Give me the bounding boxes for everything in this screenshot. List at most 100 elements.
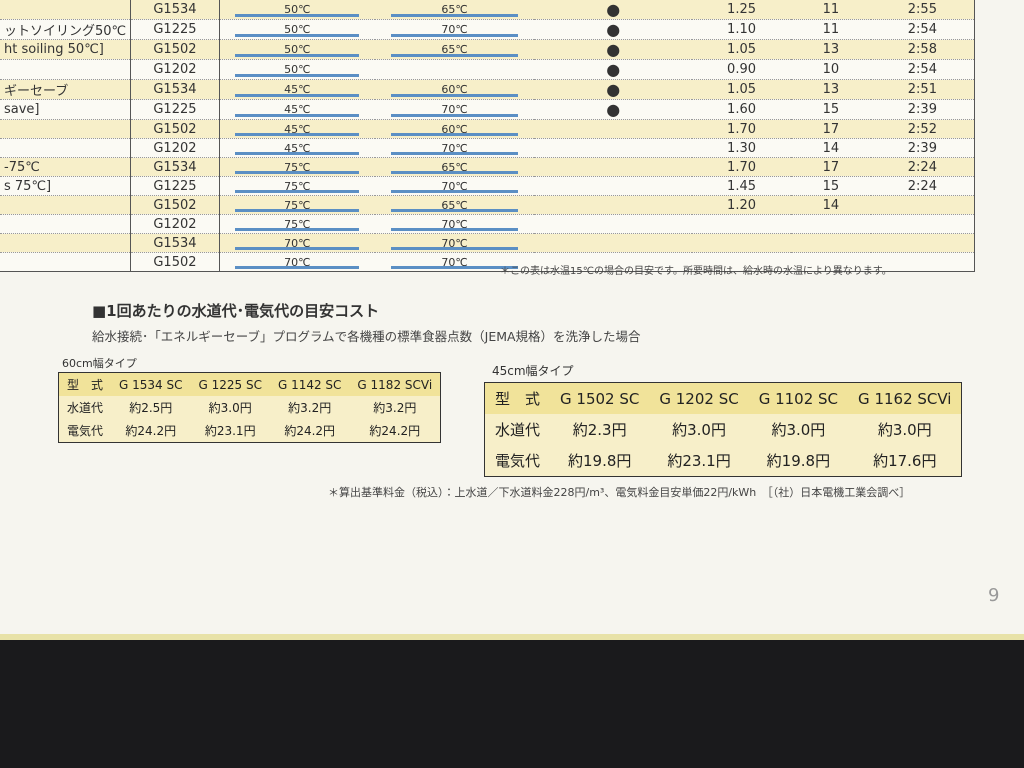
temp-bar	[235, 209, 360, 212]
table-row: G1202 50℃ ● 0.90 10 2:54	[0, 59, 975, 80]
cost-cell: G 1225 SC	[190, 372, 270, 396]
temp-bar	[390, 54, 519, 57]
temp-bar	[390, 171, 519, 174]
page: G1534 50℃ 65℃ ● 1.25 11 2:55 ットソイリング50℃ G1225 50℃…	[0, 0, 1024, 640]
cost-row: 電気代 約19.8円 約23.1円 約19.8円 約17.6円	[485, 445, 962, 477]
temp-label: 70℃	[441, 141, 468, 155]
count-cell: 14	[790, 138, 871, 158]
dot-cell: ●	[534, 79, 693, 100]
count-cell	[790, 233, 871, 253]
wash-cell: 45℃	[219, 138, 375, 158]
value-cell: 1.25	[692, 0, 791, 20]
temp-label: 75℃	[284, 217, 311, 231]
time-cell: 2:24	[870, 176, 975, 196]
dot-cell: ●	[534, 39, 693, 60]
model-cell: G1202	[130, 214, 220, 234]
temp-bar	[235, 34, 360, 37]
program-cell: s 75℃]	[0, 176, 131, 196]
rinse-cell: 65℃	[374, 157, 535, 177]
rinse-cell: 70℃	[374, 233, 535, 253]
program-cell	[0, 59, 131, 80]
time-cell	[870, 214, 975, 234]
cost-cell: 約3.0円	[672, 421, 726, 439]
temp-label: 60℃	[441, 122, 468, 136]
dot-cell	[534, 252, 693, 272]
time-cell	[870, 195, 975, 215]
dot-cell: ●	[534, 19, 693, 40]
time-cell: 2:54	[870, 19, 975, 40]
cost-cell: 約2.5円	[129, 401, 173, 415]
model-cell: G1534	[130, 79, 220, 100]
table-row: G1202 75℃ 70℃	[0, 214, 975, 234]
program-cell	[0, 138, 131, 158]
cost-cell: G 1182 SCVi	[349, 372, 441, 396]
rinse-cell: 70℃	[374, 214, 535, 234]
cost-cell: 約19.8円	[766, 452, 831, 470]
cost-cell: 約3.0円	[877, 421, 932, 439]
rinse-cell: 65℃	[374, 0, 535, 20]
table-row: G1534 70℃ 70℃	[0, 233, 975, 253]
temp-label: 45℃	[284, 122, 311, 136]
cost-cell: G 1142 SC	[269, 372, 350, 396]
model-cell: G1502	[130, 195, 220, 215]
wash-cell: 75℃	[219, 157, 375, 177]
model-cell: G1225	[130, 176, 220, 196]
program-cell	[0, 214, 131, 234]
temp-label: 65℃	[441, 3, 468, 16]
temp-bar	[390, 152, 519, 155]
temp-label: 65℃	[441, 198, 468, 212]
program-cell	[0, 233, 131, 253]
model-cell: G1225	[130, 19, 220, 40]
cost-cell: 約17.6円	[873, 452, 937, 470]
dot-cell	[534, 176, 693, 196]
count-cell: 10	[790, 59, 871, 80]
rinse-cell: 70℃	[374, 176, 535, 196]
temp-label: 70℃	[441, 179, 468, 193]
footnote: ＊この表は水温15℃の場合の目安です。所要時間は、給水時の水温により異なります。	[500, 266, 892, 277]
value-cell	[692, 214, 791, 234]
temp-bar	[235, 14, 360, 17]
count-cell: 11	[790, 19, 871, 40]
temp-bar	[235, 54, 360, 57]
temp-label: 65℃	[441, 160, 468, 174]
cost-cell: 約24.2円	[369, 424, 421, 438]
temp-bar	[235, 171, 360, 174]
table-row: ht soiling 50℃] G1502 50℃ 65℃ ● 1.05 13 2:58	[0, 39, 975, 60]
temp-label: 70℃	[441, 236, 468, 250]
table-row: save] G1225 45℃ 70℃ ● 1.60 15 2:39	[0, 99, 975, 120]
cost-cell: 電気代	[67, 424, 104, 438]
count-cell: 14	[790, 195, 871, 215]
temp-label: 70℃	[441, 103, 468, 116]
cost-cell: 水道代	[67, 401, 104, 415]
rinse-cell: 70℃	[374, 138, 535, 158]
value-cell: 0.90	[692, 59, 791, 80]
cost-cell: G 1102 SC	[748, 382, 849, 414]
time-cell: 2:39	[870, 99, 975, 120]
value-cell: 1.45	[692, 176, 791, 196]
rinse-cell: 70℃	[374, 19, 535, 40]
wash-cell: 50℃	[219, 39, 375, 60]
temp-bar	[390, 94, 519, 97]
temp-bar	[235, 228, 360, 231]
table-row: -75℃ G1534 75℃ 65℃ 1.70 17 2:24	[0, 157, 975, 177]
temp-label: 75℃	[284, 198, 311, 212]
table-row: G1502 70℃ 70℃	[0, 252, 975, 272]
cost-cell: 約3.0円	[771, 421, 826, 439]
time-cell: 2:55	[870, 0, 975, 20]
temp-label: 70℃	[284, 255, 311, 269]
time-cell: 2:52	[870, 119, 975, 139]
dot-cell: ●	[534, 99, 693, 120]
wash-cell: 50℃	[219, 0, 375, 20]
temp-label: 70℃	[441, 255, 468, 269]
model-cell: G1534	[130, 0, 220, 20]
cost-cell: 電気代	[495, 452, 541, 470]
cost-cell: 約3.2円	[288, 401, 332, 415]
table-row: ットソイリング50℃ G1225 50℃ 70℃ ● 1.10 11 2:54	[0, 19, 975, 40]
temp-label: 70℃	[441, 217, 468, 231]
temp-bar	[390, 209, 519, 212]
model-cell: G1502	[130, 119, 220, 139]
temp-label: 50℃	[284, 23, 311, 36]
